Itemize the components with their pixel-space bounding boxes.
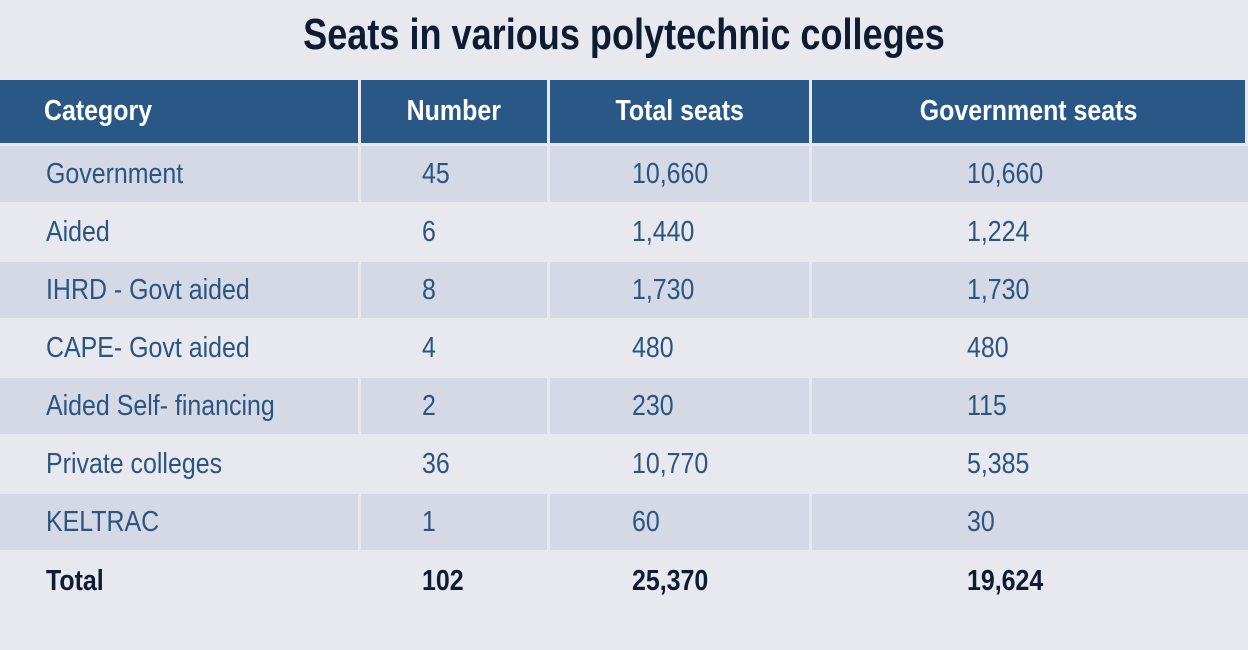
table-cell-government-seats: 30: [812, 494, 1248, 552]
column-header-government-seats-text: Government seats: [919, 95, 1138, 127]
table-cell-government-seats: 10,660: [812, 146, 1248, 204]
table-cell-number-text: 6: [422, 215, 436, 248]
table-cell-number: 8: [361, 262, 550, 320]
table-cell-category: Aided: [0, 204, 361, 262]
total-cell-government-seats: 19,624: [812, 552, 1248, 610]
column-header-number: Number: [361, 80, 550, 146]
table-cell-total-seats: 60: [550, 494, 812, 552]
table-cell-total-seats-text: 1,440: [632, 215, 695, 248]
table-cell-category: CAPE- Govt aided: [0, 320, 361, 378]
table-cell-total-seats: 230: [550, 378, 812, 436]
table-cell-total-seats-text: 10,770: [632, 447, 709, 480]
table-cell-category: Government: [0, 146, 361, 204]
total-cell-category: Total: [0, 552, 361, 610]
table-cell-number-text: 1: [422, 505, 436, 538]
table-cell-category-text: KELTRAC: [46, 505, 160, 538]
table-cell-total-seats-text: 230: [632, 389, 674, 422]
table-cell-government-seats-text: 30: [967, 505, 995, 538]
table-cell-government-seats-text: 1,730: [967, 273, 1030, 306]
table-cell-total-seats: 1,730: [550, 262, 812, 320]
seats-table: Category Number Total seats Government seat…: [0, 80, 1248, 610]
total-cell-total-seats-text: 25,370: [632, 564, 709, 597]
column-header-category: Category: [0, 80, 361, 146]
table-cell-government-seats-text: 10,660: [967, 157, 1044, 190]
table-cell-number-text: 2: [422, 389, 436, 422]
table-cell-number: 45: [361, 146, 550, 204]
table-cell-category-text: CAPE- Govt aided: [46, 331, 250, 364]
table-cell-total-seats: 10,770: [550, 436, 812, 494]
table-cell-total-seats-text: 1,730: [632, 273, 695, 306]
table-cell-government-seats-text: 5,385: [967, 447, 1030, 480]
column-header-category-text: Category: [44, 95, 153, 127]
column-header-number-text: Number: [406, 95, 502, 127]
table-cell-number: 4: [361, 320, 550, 378]
table-cell-category: Aided Self- financing: [0, 378, 361, 436]
table-cell-total-seats-text: 10,660: [632, 157, 709, 190]
table-cell-number: 36: [361, 436, 550, 494]
column-header-total-seats: Total seats: [550, 80, 812, 146]
total-cell-total-seats: 25,370: [550, 552, 812, 610]
table-cell-category-text: IHRD - Govt aided: [46, 273, 250, 306]
total-cell-category-text: Total: [46, 564, 104, 597]
column-header-government-seats: Government seats: [812, 80, 1248, 146]
total-cell-number: 102: [361, 552, 550, 610]
table-cell-category-text: Government: [46, 157, 184, 190]
table-cell-total-seats-text: 60: [632, 505, 660, 538]
table-cell-total-seats-text: 480: [632, 331, 674, 364]
table-cell-number-text: 45: [422, 157, 450, 190]
table-cell-category-text: Aided: [46, 215, 110, 248]
table-cell-number: 1: [361, 494, 550, 552]
table-cell-total-seats: 10,660: [550, 146, 812, 204]
table-cell-government-seats: 1,730: [812, 262, 1248, 320]
table-cell-category: KELTRAC: [0, 494, 361, 552]
column-header-total-seats-text: Total seats: [615, 95, 744, 127]
table-cell-government-seats: 1,224: [812, 204, 1248, 262]
table-cell-government-seats: 115: [812, 378, 1248, 436]
table-cell-number-text: 36: [422, 447, 450, 480]
table-cell-category-text: Private colleges: [46, 447, 223, 480]
table-cell-government-seats: 480: [812, 320, 1248, 378]
total-cell-number-text: 102: [422, 564, 464, 597]
table-cell-number-text: 8: [422, 273, 436, 306]
table-cell-number: 2: [361, 378, 550, 436]
table-cell-government-seats-text: 1,224: [967, 215, 1030, 248]
table-cell-total-seats: 480: [550, 320, 812, 378]
table-cell-government-seats-text: 480: [967, 331, 1009, 364]
table-cell-number: 6: [361, 204, 550, 262]
table-cell-number-text: 4: [422, 331, 436, 364]
table-title: Seats in various polytechnic colleges: [303, 10, 945, 59]
total-cell-government-seats-text: 19,624: [967, 564, 1044, 597]
table-cell-government-seats: 5,385: [812, 436, 1248, 494]
table-cell-category: Private colleges: [0, 436, 361, 494]
table-cell-category: IHRD - Govt aided: [0, 262, 361, 320]
table-cell-category-text: Aided Self- financing: [46, 389, 275, 422]
table-cell-total-seats: 1,440: [550, 204, 812, 262]
table-cell-government-seats-text: 115: [967, 389, 1007, 422]
